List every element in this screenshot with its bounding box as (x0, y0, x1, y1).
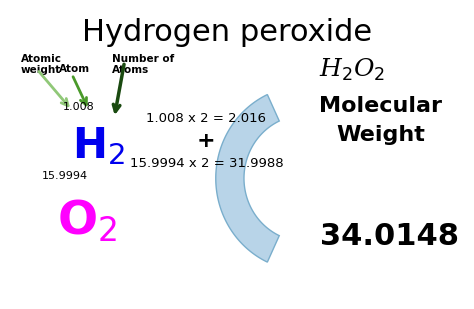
Text: Weight: Weight (336, 125, 425, 145)
Text: O$_2$: O$_2$ (57, 198, 117, 244)
Text: 34.0148: 34.0148 (320, 222, 459, 251)
Text: H$_2$O$_2$: H$_2$O$_2$ (319, 57, 385, 83)
Text: Hydrogen peroxide: Hydrogen peroxide (82, 18, 372, 47)
Text: Atom: Atom (59, 64, 90, 74)
Text: Atomic
weight: Atomic weight (21, 54, 62, 75)
Text: 15.9994 x 2 = 31.9988: 15.9994 x 2 = 31.9988 (129, 157, 283, 170)
Text: +: + (197, 131, 216, 151)
Text: Number of
Atoms: Number of Atoms (112, 54, 174, 75)
Text: 1.008: 1.008 (63, 103, 94, 112)
Polygon shape (216, 95, 279, 262)
Text: Molecular: Molecular (319, 95, 442, 116)
Text: 15.9994: 15.9994 (42, 171, 88, 180)
Text: 1.008 x 2 = 2.016: 1.008 x 2 = 2.016 (146, 112, 266, 125)
Text: H$_2$: H$_2$ (72, 125, 125, 167)
